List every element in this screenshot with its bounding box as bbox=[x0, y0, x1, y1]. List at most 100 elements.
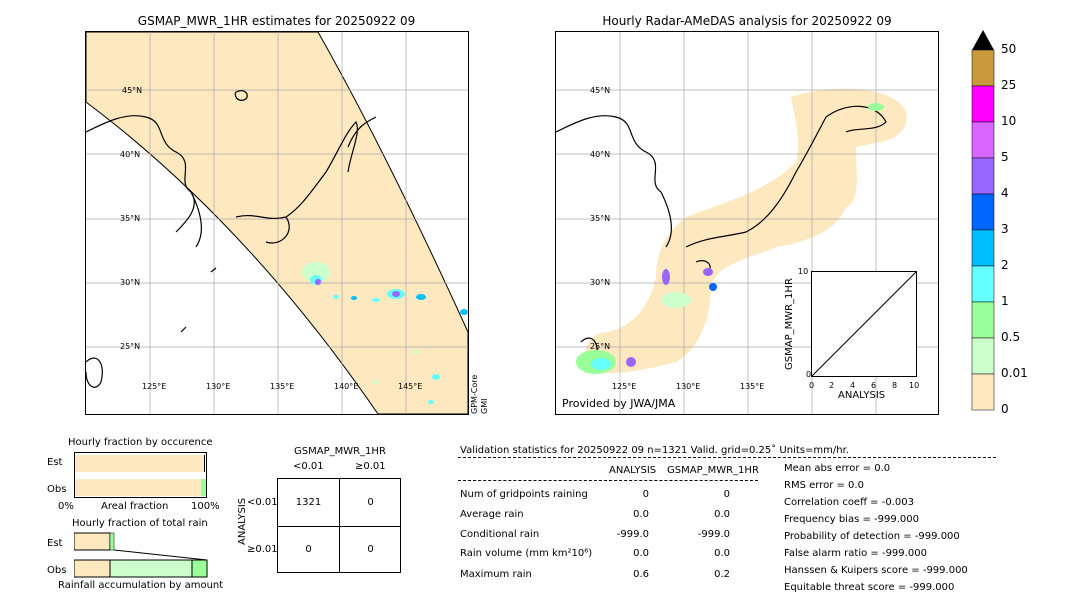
lon-label: 125°E bbox=[142, 382, 167, 391]
lat-label: 30°N bbox=[590, 278, 611, 287]
data-credit: Provided by JWA/JMA bbox=[562, 397, 676, 410]
col-header-analysis: ANALYSIS bbox=[609, 465, 657, 476]
occurrence-obs-bar bbox=[75, 479, 202, 496]
colorbar-segments bbox=[971, 49, 995, 411]
lat-label: 40°N bbox=[120, 150, 141, 159]
validation-header: Validation statistics for 20250922 09 n=… bbox=[460, 445, 849, 456]
lon-label: 135°E bbox=[270, 382, 295, 391]
satellite-swath bbox=[86, 32, 468, 414]
validation-subdivider bbox=[458, 480, 758, 481]
right-map-canvas bbox=[556, 32, 938, 414]
inset-ytick: 0 bbox=[806, 370, 812, 379]
stat-gsmap: 0 bbox=[723, 489, 730, 500]
score-line: RMS error = 0.0 bbox=[784, 480, 864, 491]
inset-xtick: 6 bbox=[871, 381, 877, 390]
score-line: Frequency bias = -999.000 bbox=[784, 514, 919, 525]
inset-scatter bbox=[811, 271, 917, 377]
inset-ylabel: GSMAP_MWR_1HR bbox=[784, 278, 795, 370]
contingency-col: ≥0.01 bbox=[355, 461, 386, 472]
inset-xlabel: ANALYSIS bbox=[838, 390, 886, 401]
lat-label: 30°N bbox=[120, 278, 141, 287]
colorbar-label: 0 bbox=[1001, 402, 1009, 416]
right-map-rain bbox=[576, 103, 884, 374]
colorbar-label: 0.5 bbox=[1001, 330, 1021, 344]
lon-label: 130°E bbox=[676, 382, 701, 391]
lat-label: 45°N bbox=[590, 86, 611, 95]
right-map: 45°N 40°N 35°N 30°N 25°N 125°E 130°E 135… bbox=[555, 31, 939, 415]
stat-gsmap: 0.0 bbox=[714, 548, 730, 559]
occurrence-obs-rain bbox=[201, 479, 206, 496]
colorbar-segment bbox=[971, 229, 995, 267]
score-line: Hanssen & Kuipers score = -999.000 bbox=[784, 565, 968, 576]
score-line: False alarm ratio = -999.000 bbox=[784, 548, 927, 559]
colorbar-label: 4 bbox=[1001, 186, 1009, 200]
colorbar-label: 0.01 bbox=[1001, 366, 1028, 380]
colorbar-over-arrow bbox=[972, 30, 994, 50]
colorbar-label: 1 bbox=[1001, 294, 1009, 308]
left-map-coastline bbox=[86, 90, 377, 388]
axis-min: 0% bbox=[58, 501, 74, 512]
inset-ytick: 10 bbox=[798, 267, 809, 276]
left-map-canvas bbox=[86, 32, 468, 414]
lon-label: 135°E bbox=[740, 382, 765, 391]
colorbar-segment bbox=[971, 85, 995, 123]
inset-xtick: 2 bbox=[829, 381, 835, 390]
left-map-grid bbox=[86, 32, 468, 414]
stat-analysis: 0 bbox=[642, 489, 649, 500]
colorbar-label: 3 bbox=[1001, 222, 1009, 236]
stat-gsmap: -999.0 bbox=[697, 529, 730, 540]
lat-label: 35°N bbox=[120, 214, 141, 223]
right-map-title: Hourly Radar-AMeDAS analysis for 2025092… bbox=[602, 14, 892, 28]
lat-label: 45°N bbox=[122, 86, 143, 95]
contingency-side-label: ANALYSIS bbox=[237, 497, 248, 545]
occurrence-chart bbox=[74, 452, 207, 498]
contingency-grid: 1321 0 0 0 bbox=[277, 478, 401, 573]
score-line: Equitable threat score = -999.000 bbox=[784, 582, 955, 593]
colorbar-label: 50 bbox=[1001, 42, 1017, 56]
lon-label: 140°E bbox=[334, 382, 359, 391]
colorbar-segment bbox=[971, 337, 995, 375]
colorbar-segment bbox=[971, 193, 995, 231]
lat-label: 25°N bbox=[590, 342, 611, 351]
sensor-note: GPM-Core bbox=[470, 374, 479, 414]
lon-label: 125°E bbox=[612, 382, 637, 391]
contingency-col: <0.01 bbox=[293, 461, 324, 472]
score-line: Mean abs error = 0.0 bbox=[784, 463, 891, 474]
occurrence-est-bar bbox=[75, 455, 206, 472]
inset-xtick: 8 bbox=[892, 381, 898, 390]
colorbar-segment bbox=[971, 373, 995, 411]
stat-label: Num of gridpoints raining bbox=[460, 489, 588, 500]
colorbar-segment bbox=[971, 301, 995, 339]
sensor-note-2: GMI bbox=[480, 398, 489, 414]
lon-label: 130°E bbox=[206, 382, 231, 391]
stat-label: Rain volume (mm km²10⁶) bbox=[460, 548, 593, 559]
colorbar-label: 5 bbox=[1001, 150, 1009, 164]
stat-analysis: 0.0 bbox=[633, 509, 649, 520]
score-line: Probability of detection = -999.000 bbox=[784, 531, 960, 542]
col-header-gsmap: GSMAP_MWR_1HR bbox=[667, 465, 759, 476]
contingency-cell: 0 bbox=[367, 544, 374, 555]
score-line: Correlation coeff = -0.003 bbox=[784, 497, 914, 508]
colorbar-label: 2 bbox=[1001, 258, 1009, 272]
inset-xtick: 10 bbox=[909, 381, 920, 390]
colorbar-segment bbox=[971, 265, 995, 303]
lat-label: 35°N bbox=[590, 214, 611, 223]
total-rain-chart bbox=[74, 532, 208, 578]
colorbar-label: 10 bbox=[1001, 114, 1017, 128]
contingency-row: ≥0.01 bbox=[247, 544, 278, 555]
contingency-cell: 1321 bbox=[295, 497, 322, 508]
validation-divider bbox=[458, 457, 996, 458]
inset-diagonal bbox=[811, 271, 917, 377]
left-map: 45°N 40°N 35°N 30°N 25°N 125°E 130°E 135… bbox=[85, 31, 469, 415]
inset-xtick: 0 bbox=[809, 381, 815, 390]
colorbar-segment bbox=[971, 49, 995, 87]
contingency-cell: 0 bbox=[367, 497, 374, 508]
stat-analysis: 0.0 bbox=[633, 548, 649, 559]
contingency-row: <0.01 bbox=[247, 497, 278, 508]
axis-xlabel: Areal fraction bbox=[101, 501, 169, 512]
colorbar-label: 25 bbox=[1001, 78, 1017, 92]
row-label-obs: Obs bbox=[47, 565, 67, 576]
left-map-title: GSMAP_MWR_1HR estimates for 20250922 09 bbox=[137, 14, 416, 28]
colorbar-segment bbox=[971, 157, 995, 195]
row-label-obs: Obs bbox=[47, 484, 67, 495]
